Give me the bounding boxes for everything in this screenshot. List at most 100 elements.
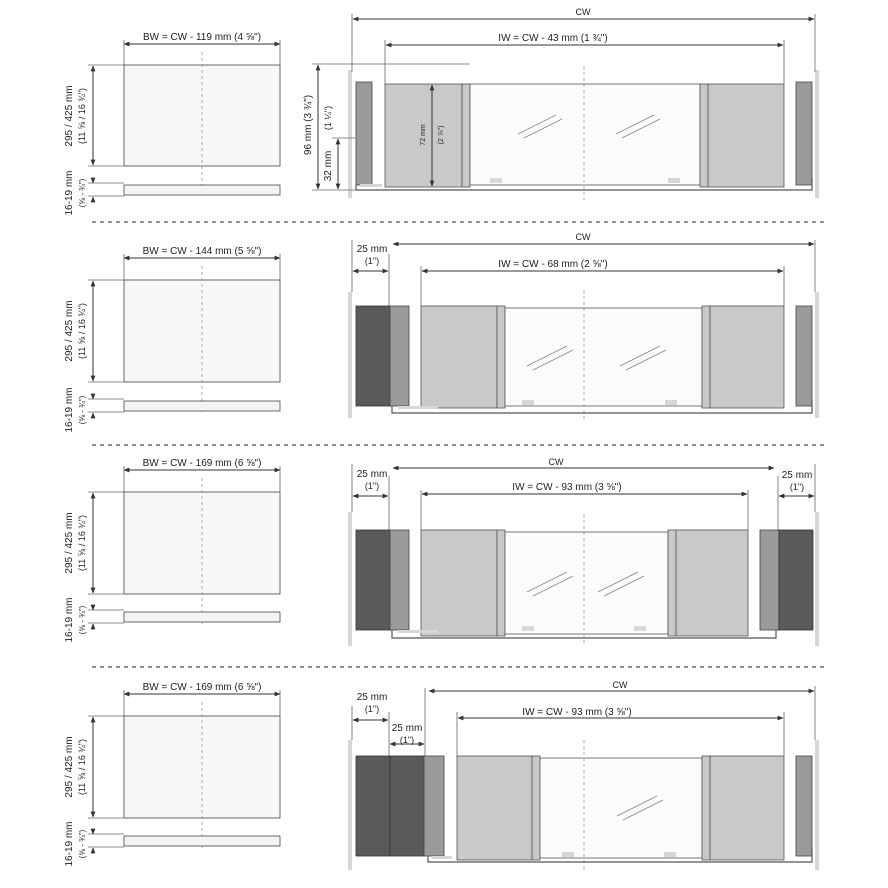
- drawer-side-dark: [355, 529, 391, 631]
- side2-label: 25 mm: [392, 723, 423, 734]
- thickness-label-in: (⅝ - ¾"): [78, 605, 87, 634]
- drawer-side-panel: [496, 529, 506, 637]
- side1-label: 25 mm: [357, 469, 388, 480]
- h72-label: 72 mm: [420, 124, 427, 146]
- cabinet-wall: [348, 70, 352, 198]
- drawer-side: [795, 305, 813, 407]
- bw-label: BW = CW - 169 mm (6 ⅝"): [143, 458, 262, 469]
- cw-label: CW: [576, 7, 591, 17]
- drawer-back-panel: [699, 83, 709, 188]
- thickness-label: 16-19 mm: [64, 170, 75, 215]
- iw-label: IW = CW - 93 mm (3 ⅝"): [522, 707, 631, 718]
- side2-label-in: (1"): [790, 482, 804, 492]
- thickness-label-in: (⅝ - ¾"): [78, 395, 87, 424]
- bottom-panel-view: BW = CW - 169 mm (6 ⅝") 295 / 425 mm (11…: [64, 682, 281, 867]
- height-label: 295 / 425 mm: [64, 512, 75, 573]
- drawer-front-panel: [675, 529, 749, 637]
- iw-label: IW = CW - 93 mm (3 ⅝"): [512, 482, 621, 493]
- runner-rail: [391, 400, 813, 414]
- row-1: BW = CW - 119 mm (4 ⅝") 295 / 425 mm (11…: [64, 7, 819, 216]
- cw-label: CW: [549, 457, 564, 467]
- base-board: [123, 184, 281, 196]
- drawer-back-panel: [701, 305, 711, 409]
- drawer-side: [795, 755, 813, 857]
- drawer-front-panel: [384, 83, 463, 188]
- drawer-back-panel: [667, 529, 677, 637]
- row-3: BW = CW - 169 mm (6 ⅝") 295 / 425 mm (11…: [64, 457, 819, 646]
- drawer-side: [795, 81, 813, 186]
- cabinet-wall: [348, 292, 352, 418]
- drawer-section: CW IW = CW - 43 mm (1 ¾"): [303, 7, 819, 200]
- side1-label: 25 mm: [357, 692, 388, 703]
- h72-label-in: (2 ⅞"): [438, 126, 445, 145]
- base-board: [123, 835, 281, 847]
- side2-label: 25 mm: [782, 470, 813, 481]
- cw-label: CW: [613, 680, 628, 690]
- height-label-in: (11 ⅝ / 16 ¾"): [77, 515, 87, 571]
- bottom-panel-view: BW = CW - 169 mm (6 ⅝") 295 / 425 mm (11…: [64, 458, 281, 643]
- drawer-front-panel: [420, 529, 498, 637]
- thickness-label: 16-19 mm: [64, 387, 75, 432]
- bw-label: BW = CW - 144 mm (5 ⅝"): [143, 246, 262, 257]
- bottom-panel-view: BW = CW - 119 mm (4 ⅝") 295 / 425 mm (11…: [64, 32, 281, 216]
- drawer-back-panel: [701, 755, 711, 861]
- glass-panel: [469, 83, 701, 186]
- drawer-front-panel: [456, 755, 533, 861]
- drawer-side: [389, 529, 410, 631]
- base-board: [123, 400, 281, 412]
- cabinet-wall: [815, 512, 819, 646]
- drawer-side-panel: [496, 305, 506, 409]
- drawer-side-dark: [355, 305, 391, 407]
- drawer-side-dark: [355, 755, 391, 857]
- drawer-front-panel: [707, 83, 785, 188]
- cabinet-wall: [348, 740, 352, 870]
- cabinet-wall: [815, 740, 819, 870]
- drawer-side-dark: [389, 755, 425, 857]
- drawer-front-panel: [709, 305, 785, 409]
- iw-label: IW = CW - 43 mm (1 ¾"): [498, 33, 607, 44]
- h32-label: 32 mm: [323, 151, 334, 182]
- bottom-panel: [123, 491, 281, 595]
- bottom-panel: [123, 279, 281, 383]
- drawer-front-panel: [420, 305, 498, 409]
- glass-panel: [504, 307, 703, 407]
- cabinet-wall: [815, 292, 819, 418]
- side1-label-in: (1"): [365, 256, 379, 266]
- side1-label: 25 mm: [357, 244, 388, 255]
- bw-label: BW = CW - 169 mm (6 ⅝"): [143, 682, 262, 693]
- side1-label-in: (1"): [365, 704, 379, 714]
- cabinet-wall: [815, 70, 819, 198]
- h32-label-in: (1 ¼"): [323, 106, 333, 130]
- h96-label: 96 mm (3 ¾"): [303, 95, 314, 155]
- drawer-side-dark: [778, 529, 814, 631]
- height-label-in: (11 ⅝ / 16 ¾"): [77, 303, 87, 359]
- height-label: 295 / 425 mm: [64, 85, 75, 146]
- glass-panel: [539, 757, 703, 859]
- bw-label: BW = CW - 119 mm (4 ⅝"): [143, 32, 261, 43]
- runner-rail: [355, 178, 813, 191]
- height-label-in: (11 ⅝ / 16 ¾"): [77, 88, 87, 144]
- base-board: [123, 611, 281, 623]
- height-label: 295 / 425 mm: [64, 300, 75, 361]
- drawer-side: [389, 305, 410, 407]
- runner-rail: [427, 848, 813, 863]
- drawer-front-panel: [709, 755, 785, 861]
- drawer-section: CW 25 mm (1") 25 mm (1") IW = CW - 93 mm…: [348, 680, 819, 870]
- bottom-panel-view: BW = CW - 144 mm (5 ⅝") 295 / 425 mm (11…: [64, 246, 281, 433]
- runner-rail: [391, 630, 777, 639]
- height-label: 295 / 425 mm: [64, 736, 75, 797]
- drawer-side-panel: [461, 83, 471, 188]
- thickness-label: 16-19 mm: [64, 597, 75, 642]
- side2-label-in: (1"): [400, 735, 414, 745]
- bottom-panel: [123, 715, 281, 819]
- cabinet-wall: [348, 512, 352, 646]
- iw-label: IW = CW - 68 mm (2 ⅝"): [498, 259, 607, 270]
- drawer-section: CW 25 mm (1") 25 mm (1") IW = CW - 93 mm…: [348, 457, 819, 646]
- row-2: BW = CW - 144 mm (5 ⅝") 295 / 425 mm (11…: [64, 232, 819, 433]
- height-label-in: (11 ⅝ / 16 ¾"): [77, 739, 87, 795]
- row-4: BW = CW - 169 mm (6 ⅝") 295 / 425 mm (11…: [64, 680, 819, 870]
- glass-panel: [504, 531, 669, 635]
- drawer-side-panel: [531, 755, 541, 861]
- thickness-label-in: (⅝ - ¾"): [78, 829, 87, 858]
